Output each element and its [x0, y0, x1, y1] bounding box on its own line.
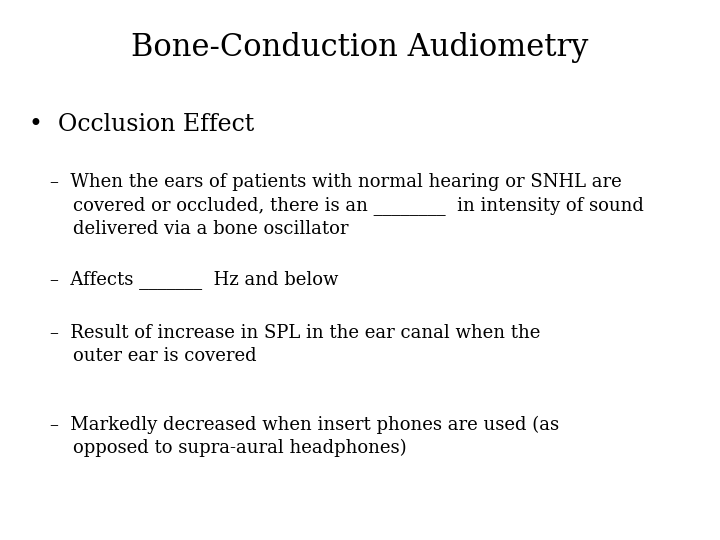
Text: –  When the ears of patients with normal hearing or SNHL are
    covered or occl: – When the ears of patients with normal … [50, 173, 644, 238]
Text: •  Occlusion Effect: • Occlusion Effect [29, 113, 254, 137]
Text: –  Markedly decreased when insert phones are used (as
    opposed to supra-aural: – Markedly decreased when insert phones … [50, 416, 559, 457]
Text: Bone-Conduction Audiometry: Bone-Conduction Audiometry [131, 32, 589, 63]
Text: –  Result of increase in SPL in the ear canal when the
    outer ear is covered: – Result of increase in SPL in the ear c… [50, 324, 541, 365]
Text: –  Affects _______  Hz and below: – Affects _______ Hz and below [50, 270, 339, 289]
